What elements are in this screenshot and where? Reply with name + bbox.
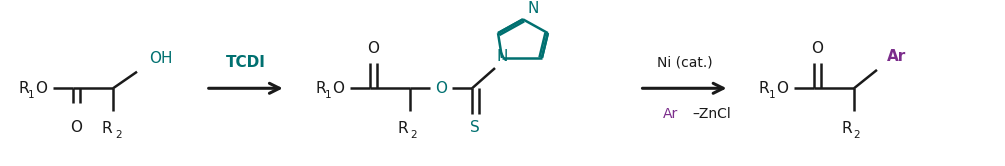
Text: N: N xyxy=(496,49,508,64)
Text: O: O xyxy=(776,81,788,96)
Text: R: R xyxy=(759,81,770,96)
Text: Ni (cat.): Ni (cat.) xyxy=(656,56,713,70)
Text: Ar: Ar xyxy=(663,107,678,121)
Text: O: O xyxy=(368,41,379,56)
Text: Ar: Ar xyxy=(887,49,907,64)
Text: O: O xyxy=(35,81,47,96)
Text: R: R xyxy=(18,81,28,96)
Text: –ZnCl: –ZnCl xyxy=(692,107,732,121)
Text: 2: 2 xyxy=(115,130,122,140)
Text: O: O xyxy=(435,81,447,96)
Text: OH: OH xyxy=(149,51,173,66)
Text: 2: 2 xyxy=(410,130,416,140)
Text: O: O xyxy=(811,41,823,56)
Text: R: R xyxy=(398,121,409,136)
Text: N: N xyxy=(528,1,540,16)
Text: O: O xyxy=(333,81,345,96)
Text: S: S xyxy=(470,120,480,135)
Text: TCDI: TCDI xyxy=(226,55,265,70)
Text: R: R xyxy=(842,121,852,136)
Text: 2: 2 xyxy=(853,130,860,140)
Text: O: O xyxy=(70,120,82,135)
Text: 1: 1 xyxy=(326,90,332,100)
Text: R: R xyxy=(102,121,113,136)
Text: 1: 1 xyxy=(769,90,776,100)
Text: 1: 1 xyxy=(28,90,34,100)
Text: R: R xyxy=(316,81,326,96)
